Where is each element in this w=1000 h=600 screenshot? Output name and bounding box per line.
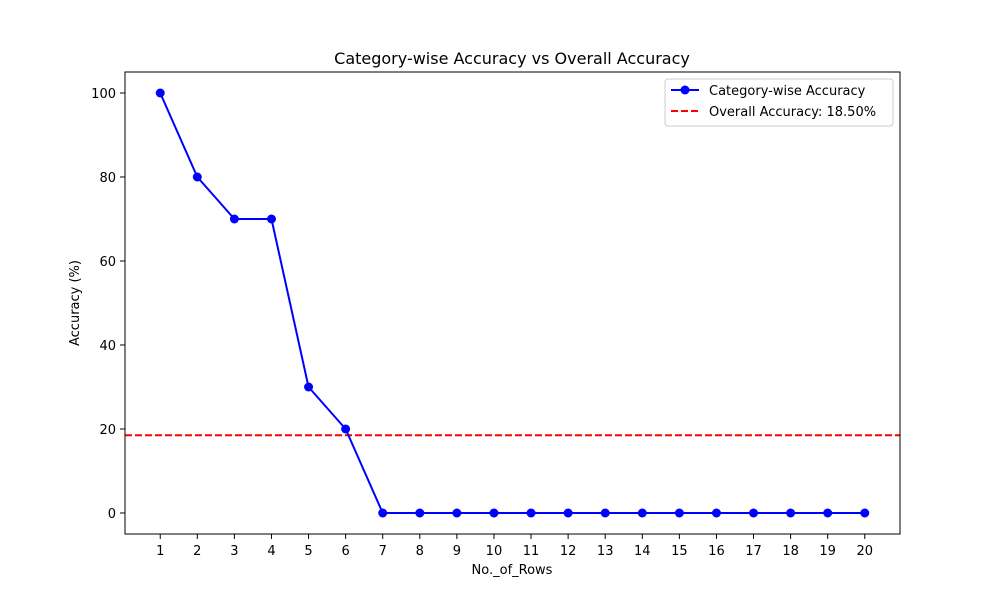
x-tick-label: 13 <box>597 544 614 559</box>
y-tick-label: 20 <box>99 423 116 438</box>
x-tick-label: 7 <box>379 544 387 559</box>
x-tick-label: 10 <box>486 544 503 559</box>
y-tick-label: 80 <box>99 171 116 186</box>
data-point-marker <box>526 508 536 518</box>
x-tick-label: 14 <box>634 544 651 559</box>
data-point-marker <box>860 508 870 518</box>
y-tick-label: 40 <box>99 339 116 354</box>
x-axis-label: No._of_Rows <box>472 563 553 578</box>
x-tick-label: 1 <box>156 544 164 559</box>
data-point-marker <box>489 508 499 518</box>
data-point-marker <box>786 508 796 518</box>
data-point-marker <box>711 508 721 518</box>
x-tick-label: 16 <box>708 544 725 559</box>
series-line <box>159 92 865 514</box>
x-tick-label: 18 <box>782 544 799 559</box>
legend: Category-wise Accuracy Overall Accuracy: … <box>664 78 894 127</box>
y-axis-label: Accuracy (%) <box>68 260 83 346</box>
data-point-marker <box>749 508 759 518</box>
legend-box <box>664 78 894 127</box>
data-point-marker <box>823 508 833 518</box>
x-tick-label: 11 <box>523 544 540 559</box>
plot-area <box>124 71 901 535</box>
data-point-marker <box>637 508 647 518</box>
x-tick-label: 9 <box>453 544 461 559</box>
y-tick-label: 60 <box>99 255 116 270</box>
data-point-marker <box>192 172 202 182</box>
x-tick-label: 17 <box>745 544 762 559</box>
plot-frame <box>124 71 901 535</box>
x-tick-label: 2 <box>193 544 201 559</box>
x-tick-label: 12 <box>560 544 577 559</box>
data-point-marker <box>674 508 684 518</box>
legend-label-category-accuracy: Category-wise Accuracy <box>709 84 866 99</box>
x-tick-label: 6 <box>341 544 349 559</box>
plot-background <box>125 72 900 534</box>
legend-label-overall-accuracy: Overall Accuracy: 18.50% <box>709 105 876 120</box>
y-tick-label: 100 <box>91 87 116 102</box>
x-tick-label: 19 <box>819 544 836 559</box>
x-tick-label: 3 <box>230 544 238 559</box>
x-tick-label: 20 <box>856 544 873 559</box>
data-point-marker <box>155 88 165 98</box>
legend-series-marker-swatch <box>680 85 690 95</box>
data-point-marker <box>304 382 314 392</box>
x-tick-label: 8 <box>416 544 424 559</box>
x-tick-label: 5 <box>304 544 312 559</box>
y-tick-label: 0 <box>108 507 116 522</box>
data-point-marker <box>452 508 462 518</box>
data-point-marker <box>600 508 610 518</box>
data-point-marker <box>563 508 573 518</box>
x-axis: 1 2 3 4 5 6 7 8 9 10 11 12 13 14 15 16 17 18 19 20 <box>156 534 873 559</box>
x-tick-label: 4 <box>267 544 275 559</box>
data-point-marker <box>415 508 425 518</box>
data-point-marker <box>341 424 351 434</box>
data-point-marker <box>266 214 276 224</box>
chart-title: Category-wise Accuracy vs Overall Accura… <box>334 49 690 68</box>
y-axis: 0 20 40 60 80 100 <box>91 87 125 522</box>
data-point-marker <box>229 214 239 224</box>
x-tick-label: 15 <box>671 544 688 559</box>
data-point-marker <box>378 508 388 518</box>
